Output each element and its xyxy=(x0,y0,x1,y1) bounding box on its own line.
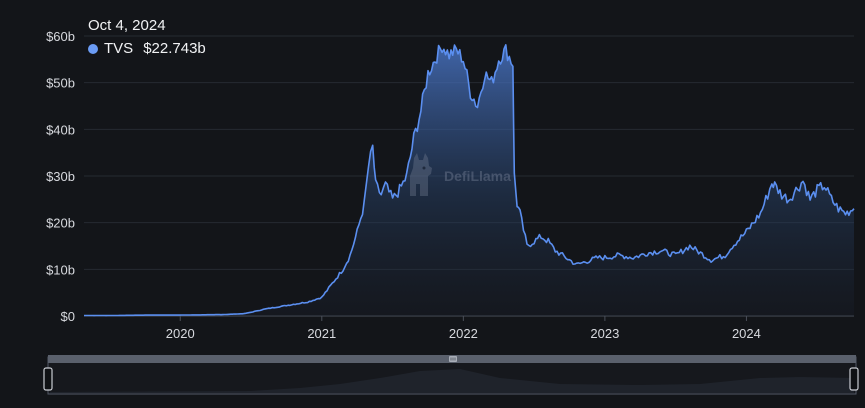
tooltip-value: $22.743b xyxy=(143,40,206,57)
x-tick-label: 2021 xyxy=(307,326,336,341)
y-tick-label: $60b xyxy=(46,29,75,44)
tooltip-series-row: TVS $22.743b xyxy=(88,40,206,57)
y-tick-label: $10b xyxy=(46,262,75,277)
y-axis: $0 $10b $20b $30b $40b $50b $60b xyxy=(46,29,75,324)
x-tick-label: 2023 xyxy=(590,326,619,341)
x-tick-label: 2022 xyxy=(449,326,478,341)
watermark: DefiLlama xyxy=(404,152,511,200)
x-tick-label: 2020 xyxy=(166,326,195,341)
slider-right-handle[interactable] xyxy=(849,367,859,391)
x-tick-label: 2024 xyxy=(732,326,761,341)
y-tick-label: $0 xyxy=(61,309,75,324)
tooltip-date: Oct 4, 2024 xyxy=(88,17,166,34)
tvs-area xyxy=(84,44,854,317)
watermark-text: DefiLlama xyxy=(444,168,511,184)
y-tick-label: $50b xyxy=(46,76,75,91)
drag-handle-icon[interactable] xyxy=(449,356,457,362)
tooltip-series-name: TVS xyxy=(104,40,134,57)
range-slider[interactable] xyxy=(43,355,859,395)
series-dot-icon xyxy=(88,43,98,54)
y-tick-label: $40b xyxy=(46,122,75,137)
y-tick-label: $30b xyxy=(46,169,75,184)
slider-left-handle[interactable] xyxy=(43,367,53,391)
tvs-line xyxy=(84,44,855,317)
x-axis: 2020 2021 2022 2023 2024 xyxy=(166,316,761,341)
slider-overview-area xyxy=(50,369,854,393)
llama-logo-icon xyxy=(410,153,432,196)
y-tick-label: $20b xyxy=(46,216,75,231)
